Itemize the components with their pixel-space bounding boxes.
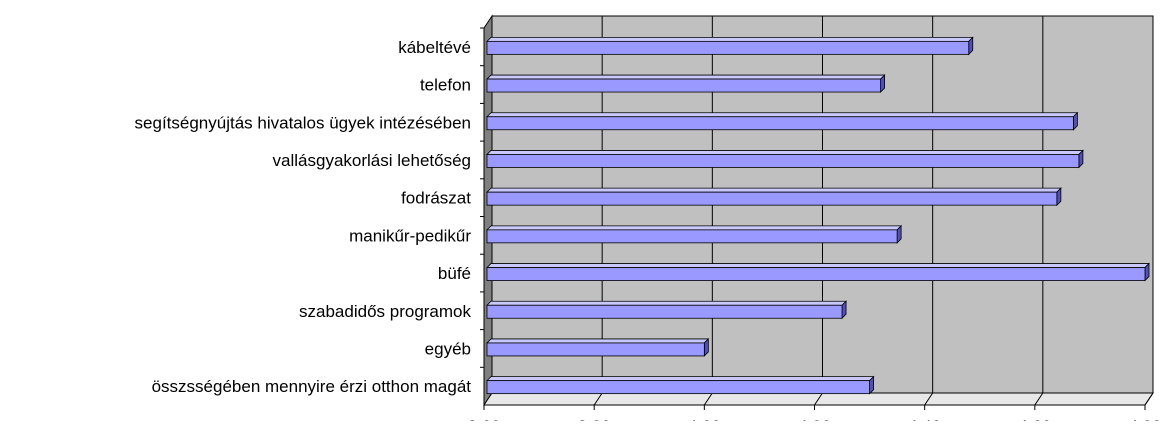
bar [486, 342, 705, 357]
bar-top [486, 376, 875, 382]
bar [486, 267, 1146, 281]
bar-top [486, 112, 1079, 118]
category-label: manikűr-pedikűr [349, 226, 471, 245]
category-label: fodrászat [401, 189, 471, 208]
bar [486, 40, 970, 55]
bar-top [486, 74, 886, 80]
x-tick-label: 4,20 [798, 417, 831, 421]
axes [480, 27, 1146, 410]
bar [486, 380, 870, 395]
bar-top [486, 150, 1084, 155]
gridline-floor [814, 392, 823, 406]
tick-labels: 3,60 3,80 4,00 4,20 4,40 4,60 4,80 [467, 417, 1161, 426]
category-label: vallásgyakorlási lehetőség [273, 151, 471, 170]
category-label: szabadidős programok [299, 302, 471, 321]
x-tick-label: 3,60 [467, 417, 500, 421]
bar-top [486, 263, 1150, 268]
category-label: kábeltévé [398, 38, 471, 57]
bars [486, 36, 1150, 395]
category-label: segítségnyújtás hivatalos ügyek intézésé… [135, 113, 471, 132]
bar [486, 78, 882, 93]
bar-top [486, 338, 710, 344]
bar-top [486, 225, 903, 231]
gridline-floor [703, 392, 713, 406]
gridline-floor [1034, 392, 1044, 406]
x-tick-label: 4,80 [1128, 417, 1161, 421]
x-tick-label: 4,40 [908, 417, 941, 421]
bar [486, 191, 1058, 206]
bar-top [486, 187, 1062, 193]
bar [486, 304, 843, 319]
gridline-floor [593, 392, 603, 406]
category-label: telefon [420, 76, 471, 95]
category-label: összsségében mennyire érzi otthon magát [152, 377, 472, 396]
x-tick-label: 4,00 [688, 417, 721, 421]
bar-top [486, 36, 974, 42]
bar-top [486, 300, 848, 306]
x-tick-label: 3,80 [578, 417, 611, 421]
category-label: büfé [438, 264, 471, 283]
gridline-floor [1144, 392, 1154, 406]
bar [486, 116, 1074, 131]
x-tick-label: 4,60 [1018, 417, 1051, 421]
gridline-floor [924, 392, 934, 406]
bar [486, 229, 898, 244]
bar [486, 154, 1080, 168]
category-labels: kábeltévé telefon segítségnyújtás hivatalo… [135, 38, 472, 396]
category-label: egyéb [425, 339, 471, 358]
